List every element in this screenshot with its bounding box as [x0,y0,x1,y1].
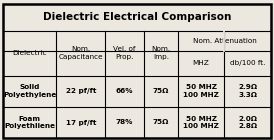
Text: MHZ: MHZ [193,60,210,66]
Text: Dielectric Electrical Comparison: Dielectric Electrical Comparison [43,12,231,23]
Text: 22 pf/ft: 22 pf/ft [66,88,96,94]
Text: Vel. of
Prop.: Vel. of Prop. [113,46,136,60]
Text: Nom.
Capacitance: Nom. Capacitance [59,46,103,60]
Text: 17 pf/ft: 17 pf/ft [66,120,96,125]
Text: db/100 ft.: db/100 ft. [230,60,265,66]
Text: 75Ω: 75Ω [153,120,169,125]
Text: 78%: 78% [116,120,133,125]
Text: Nom. Attenuation: Nom. Attenuation [193,38,256,44]
Text: 2.0Ω
2.8Ω: 2.0Ω 2.8Ω [238,116,257,129]
Text: 66%: 66% [116,88,133,94]
Text: 75Ω: 75Ω [153,88,169,94]
Text: Dielectric: Dielectric [12,50,47,56]
Text: 50 MHZ
100 MHZ: 50 MHZ 100 MHZ [183,116,219,129]
Text: 50 MHZ
100 MHZ: 50 MHZ 100 MHZ [183,84,219,98]
Text: Foam
Polyethliene: Foam Polyethliene [4,116,55,129]
Text: 2.9Ω
3.3Ω: 2.9Ω 3.3Ω [238,84,257,98]
Text: Nom.
Imp.: Nom. Imp. [152,46,170,60]
Text: Solid
Polyethylene: Solid Polyethylene [3,84,56,98]
